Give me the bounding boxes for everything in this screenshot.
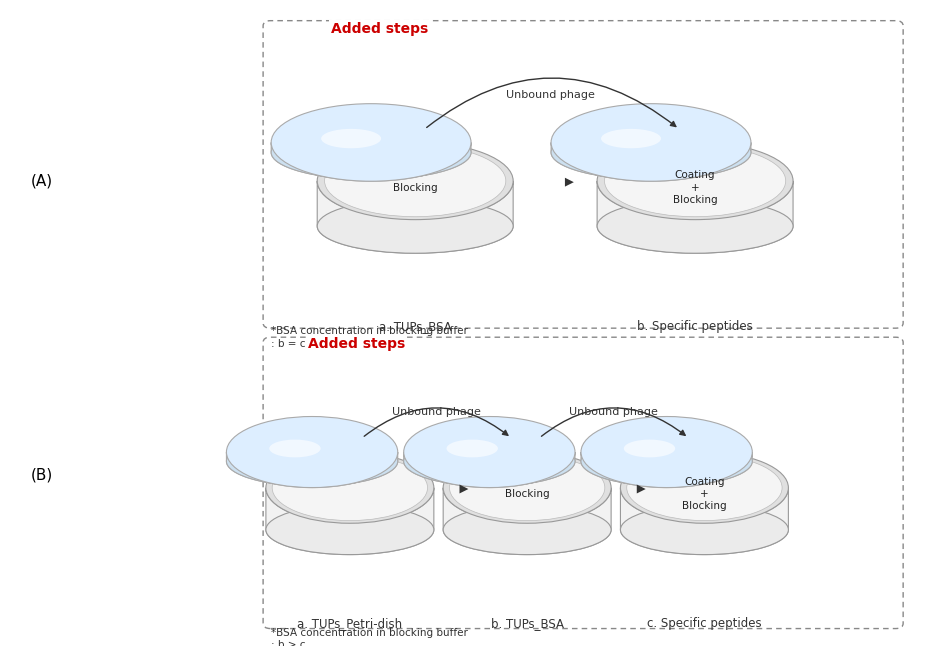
Ellipse shape: [447, 439, 498, 457]
Text: Coating
+
Blocking: Coating + Blocking: [673, 171, 717, 205]
Ellipse shape: [581, 437, 752, 486]
Ellipse shape: [597, 199, 793, 253]
Polygon shape: [551, 143, 751, 181]
Ellipse shape: [601, 129, 661, 149]
Ellipse shape: [272, 455, 427, 521]
Ellipse shape: [227, 437, 397, 486]
Polygon shape: [597, 181, 793, 253]
Text: (B): (B): [31, 467, 53, 483]
Ellipse shape: [325, 145, 506, 217]
Text: Coating
+
Blocking: Coating + Blocking: [682, 477, 727, 512]
Text: Added steps: Added steps: [308, 337, 405, 351]
Polygon shape: [227, 452, 397, 488]
Ellipse shape: [317, 142, 513, 220]
Ellipse shape: [266, 505, 434, 554]
Ellipse shape: [443, 452, 611, 523]
Text: Added steps: Added steps: [331, 22, 428, 36]
Ellipse shape: [624, 439, 675, 457]
Text: Unbound phage: Unbound phage: [392, 407, 481, 417]
Ellipse shape: [620, 505, 788, 554]
Ellipse shape: [581, 417, 752, 488]
Ellipse shape: [551, 125, 751, 180]
Text: a. TUPs_Petri-dish: a. TUPs_Petri-dish: [298, 617, 402, 630]
Ellipse shape: [597, 142, 793, 220]
Text: *BSA concentration in blocking buffer: *BSA concentration in blocking buffer: [271, 628, 467, 638]
Text: : b > c: : b > c: [271, 640, 305, 646]
Text: Unbound phage: Unbound phage: [569, 407, 659, 417]
Text: Blocking: Blocking: [505, 489, 550, 499]
Polygon shape: [620, 488, 788, 554]
Ellipse shape: [627, 455, 782, 521]
Ellipse shape: [450, 455, 605, 521]
Polygon shape: [317, 181, 513, 253]
Text: *BSA concentration in blocking buffer: *BSA concentration in blocking buffer: [271, 326, 467, 336]
Ellipse shape: [443, 505, 611, 554]
Polygon shape: [404, 452, 575, 488]
Ellipse shape: [270, 439, 321, 457]
Ellipse shape: [620, 452, 788, 523]
Ellipse shape: [404, 437, 575, 486]
Polygon shape: [581, 452, 752, 488]
Ellipse shape: [605, 145, 786, 217]
Text: : b = c: : b = c: [271, 339, 305, 349]
Polygon shape: [266, 488, 434, 554]
Ellipse shape: [266, 452, 434, 523]
Ellipse shape: [551, 103, 751, 181]
Ellipse shape: [227, 417, 397, 488]
Text: c. Specific peptides: c. Specific peptides: [648, 617, 761, 630]
Text: b. Specific peptides: b. Specific peptides: [637, 320, 753, 333]
Ellipse shape: [317, 199, 513, 253]
Text: b. TUPs_BSA: b. TUPs_BSA: [491, 617, 564, 630]
Polygon shape: [272, 143, 471, 181]
Text: (A): (A): [31, 173, 53, 189]
Text: a. TUPs_BSA: a. TUPs_BSA: [379, 320, 452, 333]
Polygon shape: [443, 488, 611, 554]
Text: Blocking: Blocking: [393, 183, 438, 193]
Ellipse shape: [272, 125, 471, 180]
Ellipse shape: [321, 129, 381, 149]
Ellipse shape: [404, 417, 575, 488]
Text: Unbound phage: Unbound phage: [506, 90, 595, 100]
Ellipse shape: [272, 103, 471, 181]
